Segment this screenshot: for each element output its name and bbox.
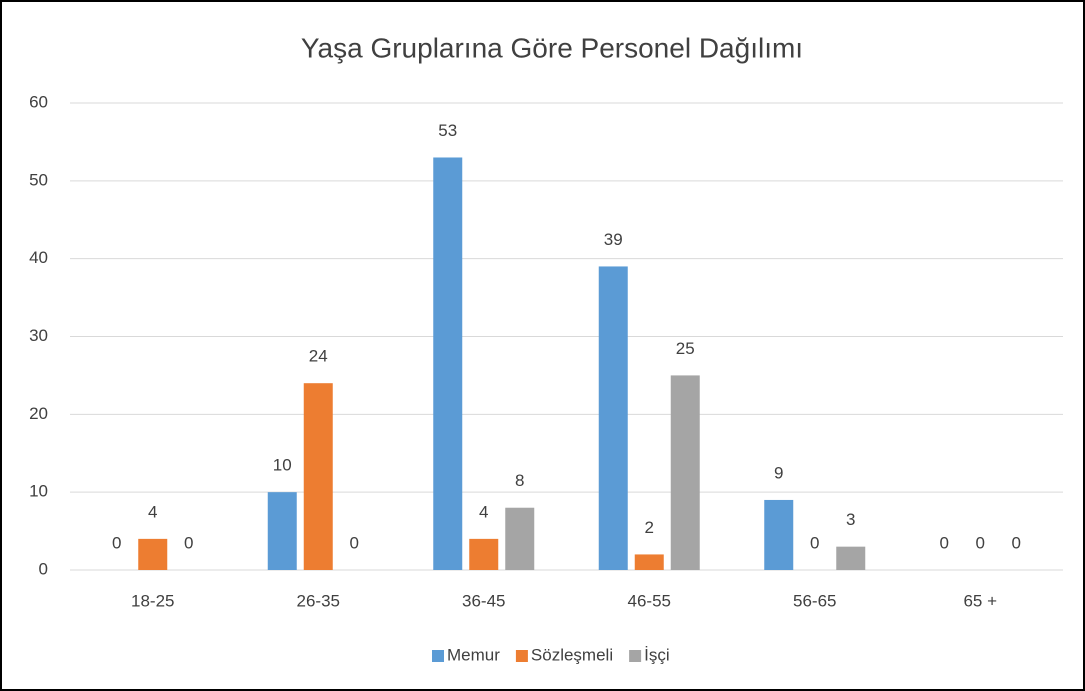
y-tick-label: 0 [39, 559, 48, 578]
x-tick-label: 46-55 [628, 591, 671, 610]
data-label: 24 [309, 347, 328, 366]
data-label: 0 [184, 533, 193, 552]
data-label: 0 [112, 533, 121, 552]
legend-label: Sözleşmeli [531, 645, 613, 664]
legend-swatch [515, 650, 528, 662]
y-tick-label: 40 [29, 248, 48, 267]
data-label: 39 [604, 230, 623, 249]
bar [505, 507, 535, 570]
data-label: 53 [438, 121, 457, 140]
data-label: 0 [350, 533, 359, 552]
legend-label: Memur [447, 645, 500, 664]
data-label: 8 [515, 471, 524, 490]
y-tick-label: 60 [29, 92, 48, 111]
legend-swatch [629, 650, 642, 662]
x-tick-label: 36-45 [462, 591, 505, 610]
data-label: 4 [148, 502, 157, 521]
bar [469, 538, 499, 570]
data-label: 2 [645, 518, 654, 537]
data-label: 0 [810, 533, 819, 552]
chart-title: Yaşa Gruplarına Göre Personel Dağılımı [301, 32, 803, 63]
data-label: 0 [940, 533, 949, 552]
bar [764, 499, 794, 570]
bar [138, 538, 168, 570]
bar [267, 492, 297, 570]
bar [598, 266, 628, 570]
legend-swatch [432, 650, 444, 662]
y-tick-label: 30 [29, 326, 48, 345]
data-label: 9 [774, 463, 783, 482]
data-label: 4 [479, 502, 488, 521]
y-tick-label: 20 [29, 404, 48, 423]
bar [634, 554, 664, 570]
data-label: 25 [676, 339, 695, 358]
bar [670, 375, 700, 570]
bar [303, 383, 333, 570]
x-tick-label: 56-65 [793, 591, 836, 610]
data-label: 0 [976, 533, 985, 552]
data-label: 0 [1012, 533, 1021, 552]
x-tick-label: 65 + [963, 591, 997, 610]
legend-label: İşçi [644, 645, 670, 664]
x-tick-label: 26-35 [297, 591, 340, 610]
bar [836, 546, 866, 570]
y-tick-label: 10 [29, 482, 48, 501]
x-tick-label: 18-25 [131, 591, 174, 610]
bar [433, 157, 463, 570]
y-tick-label: 50 [29, 170, 48, 189]
data-label: 10 [273, 456, 292, 475]
data-label: 3 [846, 510, 855, 529]
